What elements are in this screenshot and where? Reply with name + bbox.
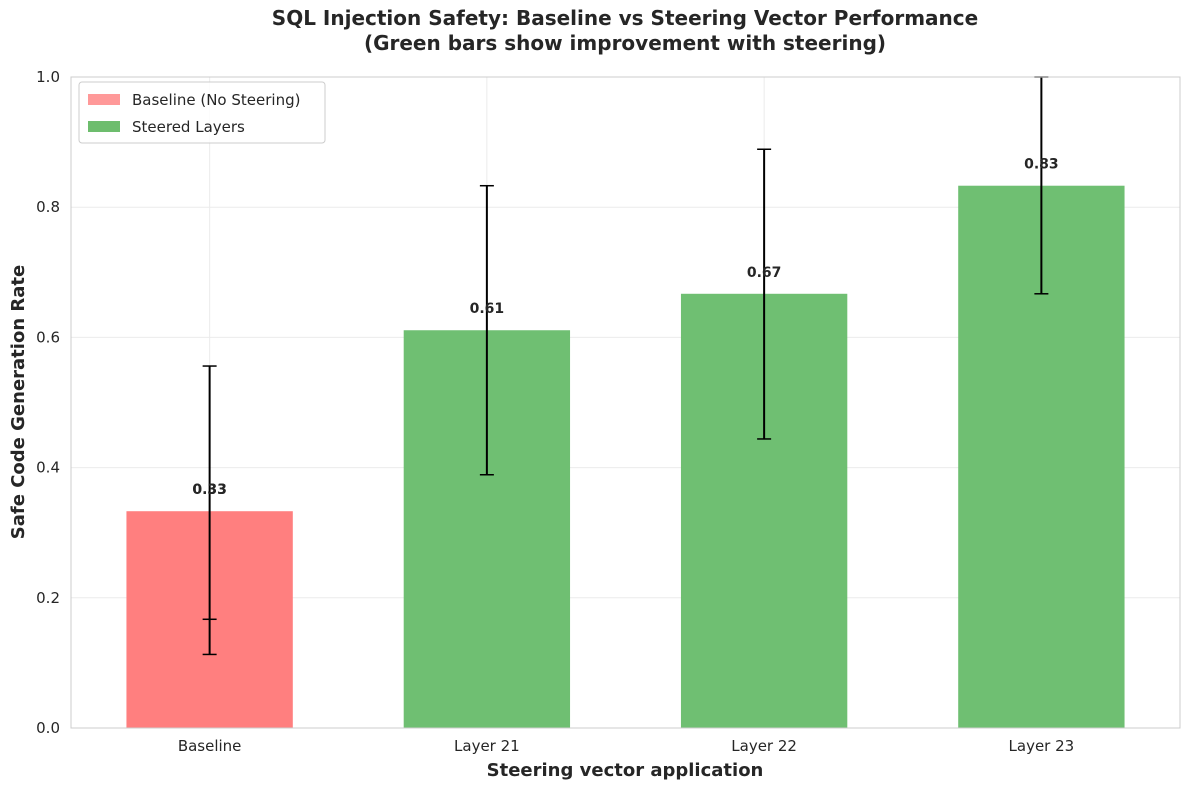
x-tick-label-1: Layer 21 — [454, 737, 520, 755]
legend-swatch-baseline — [88, 94, 120, 105]
legend: Baseline (No Steering) Steered Layers — [78, 81, 326, 144]
legend-box — [78, 81, 326, 144]
y-tick-label-0: 0.0 — [36, 719, 60, 737]
data-label-0: 0.33 — [192, 482, 227, 498]
x-tick-labels: Baseline Layer 21 Layer 22 Layer 23 — [178, 737, 1074, 755]
y-tick-label-5: 1.0 — [36, 68, 60, 86]
bars — [126, 185, 1125, 729]
legend-swatch-steered — [88, 121, 120, 132]
plot-frame — [70, 76, 1181, 729]
x-tick-label-2: Layer 22 — [731, 737, 797, 755]
y-tick-label-1: 0.2 — [36, 589, 60, 607]
chart-subtitle: (Green bars show improvement with steeri… — [364, 31, 886, 55]
chart-title: SQL Injection Safety: Baseline vs Steeri… — [272, 6, 978, 30]
data-label-2: 0.67 — [747, 265, 782, 281]
y-tick-label-2: 0.4 — [36, 459, 60, 477]
data-label-baseline-overlay: 0.33 — [192, 482, 227, 498]
data-labels: 0.330.610.670.830.33 — [192, 157, 1058, 499]
data-label-1: 0.61 — [470, 301, 505, 317]
x-tick-label-0: Baseline — [178, 737, 242, 755]
y-tick-label-3: 0.6 — [36, 328, 60, 346]
error-bars — [202, 76, 1049, 656]
legend-label-baseline: Baseline (No Steering) — [132, 91, 300, 109]
y-axis-label: Safe Code Generation Rate — [8, 265, 29, 539]
data-label-3: 0.83 — [1024, 157, 1059, 173]
x-tick-label-3: Layer 23 — [1009, 737, 1075, 755]
y-tick-labels: 0.0 0.2 0.4 0.6 0.8 1.0 — [36, 68, 60, 737]
y-tick-label-4: 0.8 — [36, 198, 60, 216]
x-axis-label: Steering vector application — [487, 760, 764, 781]
legend-label-steered: Steered Layers — [132, 118, 245, 136]
